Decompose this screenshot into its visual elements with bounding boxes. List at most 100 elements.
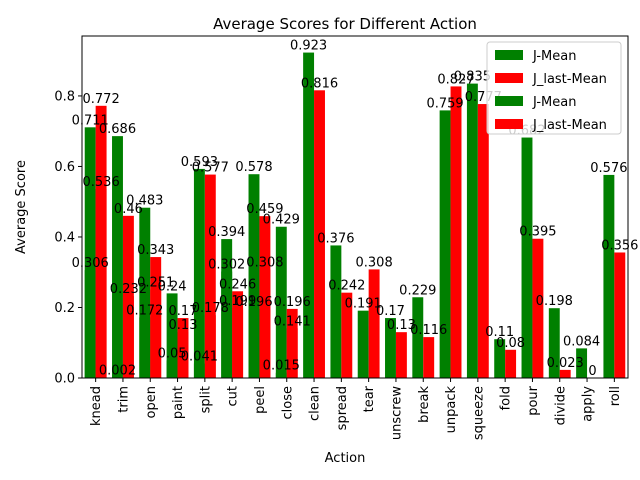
bar-spread-series-1: [341, 292, 353, 378]
bar-unpack-series-1: [450, 86, 462, 379]
y-axis-title: Average Score: [14, 160, 29, 254]
bar-open-series-0: [139, 207, 151, 378]
x-tick-label-unpack: unpack: [444, 386, 459, 434]
data-label-divide-series-0: 0.198: [536, 294, 573, 309]
bar-squeeze-series-1: [477, 104, 489, 378]
x-tick-label-roll: roll: [608, 386, 623, 406]
data-label-break-series-0: 0.229: [399, 283, 436, 298]
bar-split-series-0: [193, 168, 205, 378]
data-label-break-series-1: 0.116: [410, 323, 447, 338]
legend-frame: [486, 41, 622, 135]
bar-peel-series-2: [248, 308, 260, 378]
x-axis-title: Action: [325, 451, 366, 466]
data-label-cut-series-0: 0.394: [208, 225, 245, 240]
data-label-open-series-2: 0.172: [126, 303, 163, 318]
bar-tear-series-1: [368, 269, 380, 378]
bar-paint-series-3: [177, 318, 189, 378]
x-tick-label-pour: pour: [526, 385, 541, 415]
data-label-peel-series-3: 0.308: [246, 255, 283, 270]
bar-paint-series-2: [166, 360, 178, 378]
bar-divide-series-0: [548, 308, 560, 378]
y-tick-label: 0.0: [54, 372, 75, 387]
bar-trim-series-3: [122, 296, 134, 378]
bar-close-series-0: [275, 226, 287, 378]
data-label-unscrew-series-0: 0.17: [376, 304, 405, 319]
data-label-paint-series-3: 0.17: [169, 304, 198, 319]
y-axis: 0.0 0.2 0.4 0.6 0.8: [54, 89, 82, 387]
bar-fold-series-0: [494, 339, 506, 378]
x-tick-label-break: break: [417, 386, 432, 423]
data-label-clean-series-1: 0.816: [301, 76, 338, 91]
data-label-cut-series-3: 0.199: [219, 294, 256, 309]
data-label-roll-series-1: 0.356: [601, 238, 638, 253]
bar-squeeze-series-0: [466, 83, 478, 379]
bar-cut-series-2: [221, 271, 233, 378]
legend-label-2: J-Mean: [532, 95, 576, 110]
x-tick-label-close: close: [280, 386, 295, 419]
x-tick-label-cut: cut: [226, 386, 241, 406]
bar-paint-series-0: [166, 293, 178, 378]
data-label-peel-series-2: 0.196: [235, 295, 272, 310]
legend-label-0: J-Mean: [532, 49, 576, 64]
data-label-tear-series-1: 0.308: [356, 255, 393, 270]
bar-split-series-3: [204, 315, 216, 378]
data-label-squeeze-series-0: 0.835: [454, 70, 491, 85]
x-tick-label-knead: knead: [89, 386, 104, 426]
data-label-divide-series-1: 0.023: [547, 356, 584, 371]
bar-open-series-2: [139, 317, 151, 378]
bar-peel-series-3: [259, 269, 271, 378]
data-label-paint-series-0: 0.24: [158, 279, 187, 294]
data-label-knead-series-0: 0.711: [72, 113, 109, 128]
legend-swatch-1: [495, 73, 523, 83]
data-label-spread-series-1: 0.242: [328, 279, 365, 294]
data-label-close-series-1: 0.141: [274, 314, 311, 329]
bar-knead-series-3: [95, 189, 107, 378]
bar-pour-series-0: [521, 137, 533, 378]
bar-roll-series-1: [614, 252, 626, 378]
data-label-apply-series-1: 0: [588, 364, 596, 379]
x-tick-label-clean: clean: [308, 386, 323, 421]
data-label-spread-series-0: 0.376: [317, 231, 354, 246]
x-tick-label-open: open: [144, 386, 159, 418]
data-label-fold-series-1: 0.08: [496, 336, 525, 351]
bar-cut-series-3: [232, 307, 244, 378]
bar-trim-series-0: [112, 136, 123, 378]
data-label-split-series-3: 0.178: [192, 301, 229, 316]
x-axis: knead trim open paint split cut peel close clean…: [89, 378, 623, 440]
x-tick-label-unscrew: unscrew: [389, 386, 404, 440]
data-label-knead-series-1: 0.772: [83, 92, 120, 107]
legend-swatch-0: [495, 50, 523, 60]
data-label-apply-series-0: 0.084: [563, 334, 600, 349]
legend-label-3: J_last-Mean: [532, 118, 607, 133]
bar-break-series-1: [423, 337, 435, 378]
bar-roll-series-0: [603, 174, 615, 378]
data-label-paint-series-2: 0.05: [158, 346, 187, 361]
data-label-unpack-series-1: 0.827: [437, 72, 474, 87]
chart-title: Average Scores for Different Action: [213, 15, 477, 33]
bar-clean-series-1: [314, 90, 325, 378]
data-label-trim-series-1: 0.46: [114, 202, 143, 217]
data-label-close-series-2: 0.015: [263, 359, 300, 374]
data-label-unpack-series-0: 0.759: [426, 96, 463, 111]
data-label-open-series-0: 0.483: [126, 194, 163, 209]
x-tick-label-split: split: [198, 386, 213, 413]
data-label-open-series-3: 0.343: [137, 243, 174, 258]
x-tick-label-fold: fold: [499, 386, 514, 410]
data-label-paint-series-1: 0.13: [169, 318, 198, 333]
data-label-trim-series-3: 0.232: [110, 282, 147, 297]
data-label-peel-series-0: 0.578: [235, 160, 272, 175]
bar-clean-series-0: [303, 52, 315, 378]
bar-close-series-2: [275, 372, 287, 378]
data-label-roll-series-0: 0.576: [590, 161, 627, 176]
bar-knead-series-0: [84, 127, 96, 378]
data-label-split-series-1: 0.577: [192, 161, 229, 176]
x-tick-label-tear: tear: [362, 385, 377, 412]
bar-pour-series-1: [532, 238, 544, 378]
bars-layer: [84, 52, 626, 379]
legend-label-1: J_last-Mean: [532, 72, 607, 87]
data-label-split-series-2: 0.041: [181, 350, 218, 365]
data-label-peel-series-1: 0.459: [246, 202, 283, 217]
bar-split-series-2: [193, 363, 205, 378]
y-tick-label: 0.2: [54, 301, 75, 316]
